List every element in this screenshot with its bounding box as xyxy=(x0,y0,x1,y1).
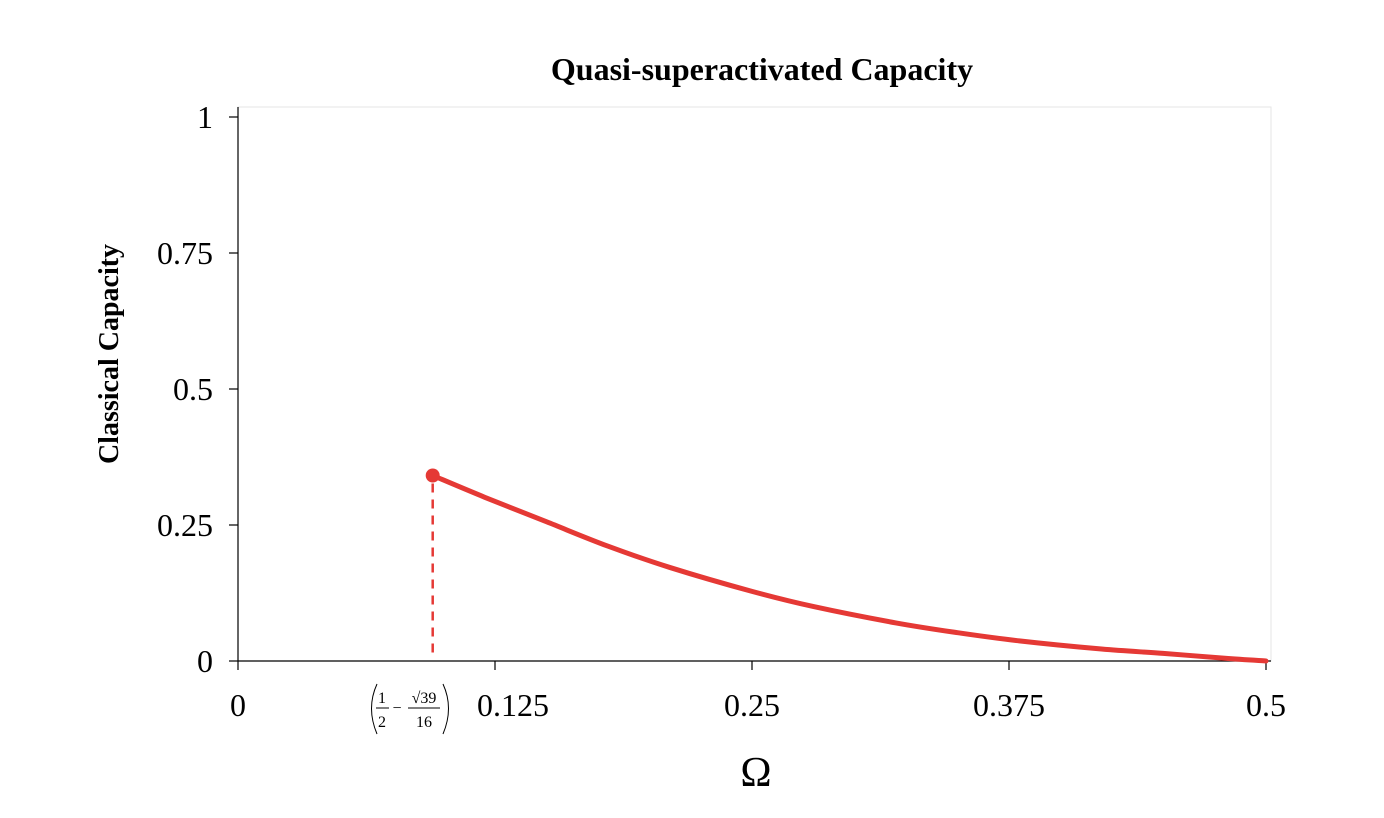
series-layer xyxy=(425,468,1269,664)
annotation-frac1-num: 1 xyxy=(378,690,386,707)
y-tick-label: 1 xyxy=(197,99,213,135)
x-axis-label: Ω xyxy=(740,750,771,796)
y-axis-label: Classical Capacity xyxy=(94,244,125,464)
annotation-frac2-den: 16 xyxy=(416,714,432,731)
x-ticks: 0 0.125 0.25 0.375 0.5 xyxy=(230,661,1286,723)
x-tick-label: 0.375 xyxy=(973,687,1045,723)
y-tick-label: 0.5 xyxy=(173,371,213,407)
y-tick-label: 0.25 xyxy=(157,507,213,543)
series-line-0 xyxy=(430,472,1269,664)
threshold-annotation: 1 2 − √39 16 xyxy=(371,683,449,735)
start-point-marker xyxy=(425,468,440,483)
annotation-right-paren xyxy=(442,683,449,735)
x-tick-label: 0.5 xyxy=(1246,687,1286,723)
annotation-left-paren xyxy=(371,683,378,735)
annotation-minus: − xyxy=(392,700,401,717)
annotation-frac1-den: 2 xyxy=(378,714,386,731)
x-tick-label: 0.25 xyxy=(724,687,780,723)
x-tick-label: 0.125 xyxy=(477,687,549,723)
chart-title: Quasi-superactivated Capacity xyxy=(551,51,973,87)
y-tick-label: 0.75 xyxy=(157,235,213,271)
x-tick-label: 0 xyxy=(230,687,246,723)
y-ticks: 0 0.25 0.5 0.75 1 xyxy=(157,99,238,679)
annotation-frac2-num: √39 xyxy=(412,690,437,707)
y-tick-label: 0 xyxy=(197,643,213,679)
